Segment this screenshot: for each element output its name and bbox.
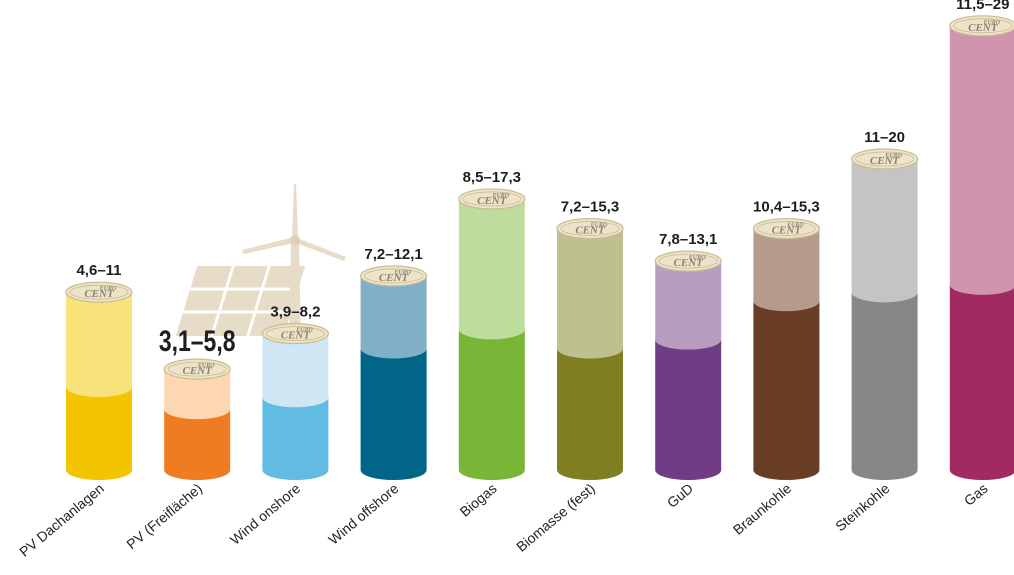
bar-segment-high xyxy=(753,228,820,312)
coin-cent-text: CENT xyxy=(183,365,214,377)
range-label: 3,9–8,2 xyxy=(270,304,320,321)
range-label: 11,5–29 xyxy=(956,0,1009,13)
bar-segment-high xyxy=(557,228,623,359)
range-label: 10,4–15,3 xyxy=(753,199,820,216)
bar-segment-low xyxy=(458,329,525,480)
category-label: Wind onshore xyxy=(227,480,304,548)
range-label: 7,2–12,1 xyxy=(364,246,422,263)
bar-segment-low xyxy=(360,348,427,480)
coin-cent-text: CENT xyxy=(968,22,999,34)
coin-euro-text: EURO xyxy=(393,270,411,276)
range-label: 8,5–17,3 xyxy=(463,169,521,186)
bar-segment-low xyxy=(851,292,918,480)
wind-turbine-icon xyxy=(242,184,346,340)
bar-segment-low xyxy=(655,339,722,480)
bar-segment-low xyxy=(164,409,231,480)
category-label: Braunkohle xyxy=(730,480,795,538)
range-label: 11–20 xyxy=(864,129,905,146)
category-label: Steinkohle xyxy=(832,480,893,534)
coin-euro-text: EURO xyxy=(590,223,608,229)
coin-euro-text: EURO xyxy=(786,223,804,229)
bar-segment-high xyxy=(66,292,132,397)
range-label: 3,1–5,8 xyxy=(159,324,236,358)
bar-segment-high xyxy=(949,25,1014,295)
coin-cent-text: CENT xyxy=(281,330,312,342)
coin-cent-text: CENT xyxy=(674,257,705,269)
bar-segment-low xyxy=(753,301,820,480)
coin-euro-text: EURO xyxy=(197,363,215,369)
coin-cent-text: CENT xyxy=(379,272,410,284)
coin-euro-text: EURO xyxy=(982,20,1000,26)
coin-euro-text: EURO xyxy=(295,328,313,334)
coin-cent-text: CENT xyxy=(772,225,803,237)
category-label: GuD xyxy=(664,480,696,511)
range-label: 7,2–15,3 xyxy=(561,199,619,216)
range-label: 4,6–11 xyxy=(76,262,121,279)
coin-euro-text: EURO xyxy=(884,153,902,159)
category-label: Gas xyxy=(961,480,991,509)
category-label: Wind offshore xyxy=(325,480,401,548)
bar-segment-high xyxy=(164,369,231,420)
bar-segment-high xyxy=(655,261,722,350)
bar-segment-low xyxy=(557,348,623,480)
range-label: 7,8–13,1 xyxy=(659,231,717,248)
bar-segment-low xyxy=(262,397,329,480)
coin-cent-text: CENT xyxy=(870,155,901,167)
coin-euro-text: EURO xyxy=(491,193,509,199)
bar-segment-high xyxy=(360,275,427,359)
bar-segment-low xyxy=(949,284,1014,480)
bar-segment-low xyxy=(66,386,132,480)
coin-cent-text: CENT xyxy=(84,288,115,300)
coin-cent-text: CENT xyxy=(575,225,606,237)
bar-segment-high xyxy=(262,333,329,408)
bar-segment-high xyxy=(851,159,918,303)
coin-euro-text: EURO xyxy=(688,255,706,261)
category-label: Biogas xyxy=(457,480,500,520)
category-label: PV Dachanlagen xyxy=(16,480,107,560)
solar-panel-icon xyxy=(175,266,306,336)
coin-euro-text: EURO xyxy=(99,286,117,292)
category-labels: PV Dachanlagen PV (Freifläche) Wind onshor… xyxy=(16,480,991,560)
category-label: Biomasse (fest) xyxy=(513,480,598,555)
decorations xyxy=(175,184,346,340)
bar-segment-high xyxy=(458,198,525,340)
coin-cent-text: CENT xyxy=(477,195,508,207)
category-label: PV (Freifläche) xyxy=(123,480,205,552)
